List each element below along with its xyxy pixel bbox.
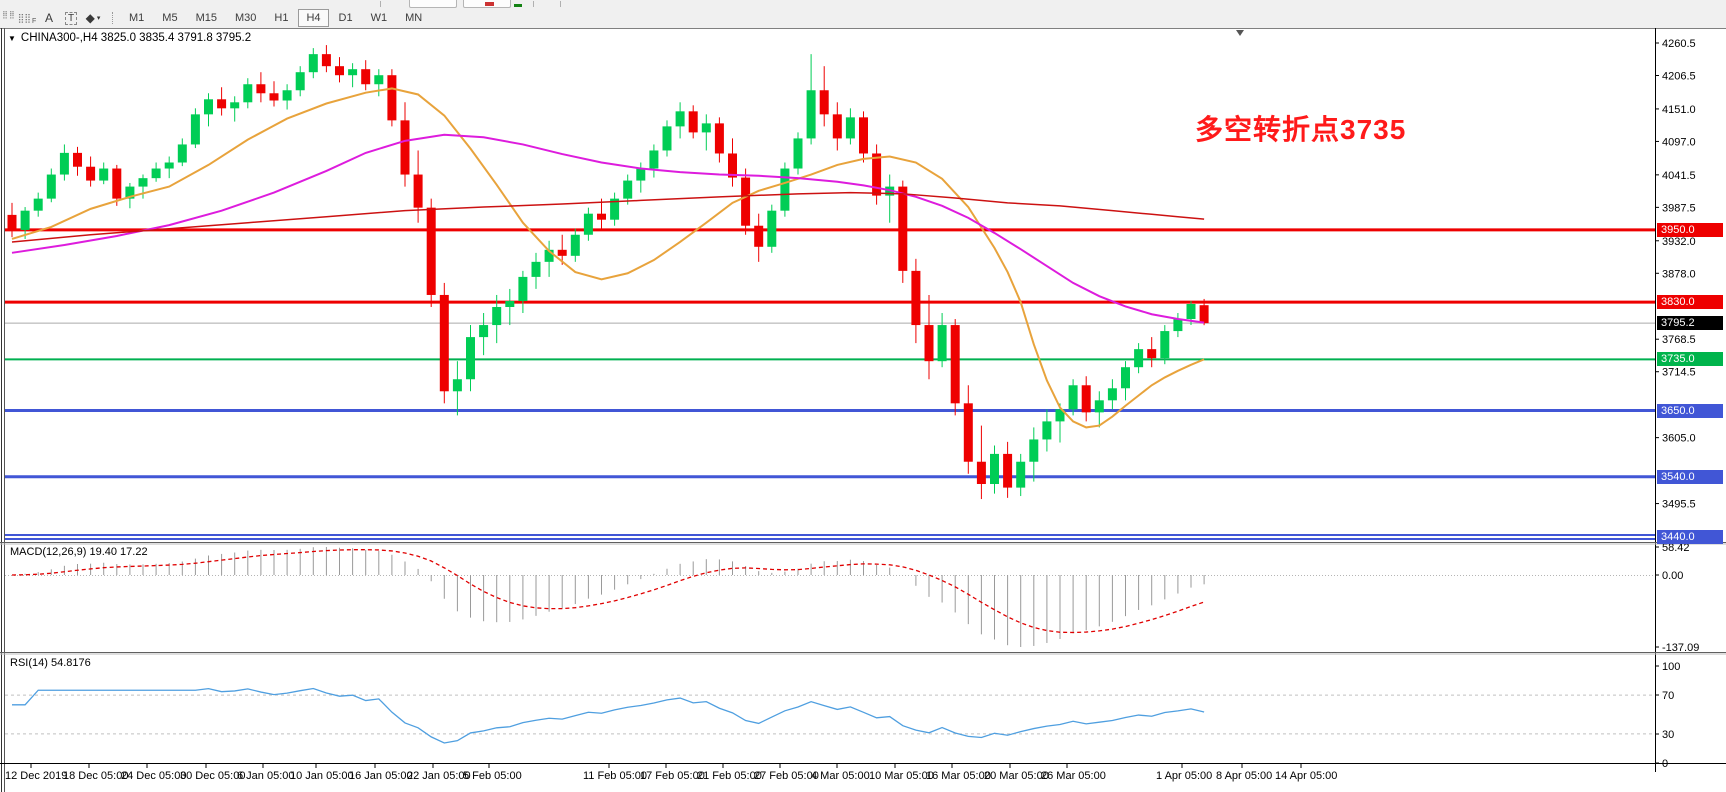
time-label: 27 Feb 05:00 — [754, 770, 819, 782]
svg-text:4041.5: 4041.5 — [1662, 170, 1696, 182]
chart-title: ▼ CHINA300-,H4 3825.0 3835.4 3791.8 3795… — [8, 32, 251, 44]
rsi-line — [12, 687, 1205, 744]
macd-signal-line — [11, 549, 1205, 634]
time-label: 14 Apr 05:00 — [1275, 770, 1337, 782]
rsi-indicator-label: RSI(14) 54.8176 — [10, 657, 91, 669]
price-badge-3950.0: 3950.0 — [1657, 222, 1723, 237]
timeframe-button-W1[interactable]: W1 — [370, 12, 388, 24]
text-box-icon[interactable]: T — [61, 10, 81, 27]
time-label: 30 Dec 05:00 — [180, 770, 245, 782]
svg-text:4097.0: 4097.0 — [1662, 136, 1696, 148]
timeframe-button-H4[interactable]: H4 — [298, 9, 329, 27]
time-label: 5 Feb 05:00 — [463, 770, 522, 782]
svg-text:3768.5: 3768.5 — [1662, 334, 1696, 346]
svg-text:3495.5: 3495.5 — [1662, 499, 1696, 511]
sliver-separator — [380, 1, 381, 7]
time-label: 20 Mar 05:00 — [984, 770, 1049, 782]
time-label: 11 Feb 05:00 — [583, 770, 647, 782]
ma-line-slow_red — [11, 191, 1205, 243]
level-lines — [5, 228, 1655, 540]
rsi-scale-label: 0 — [1662, 758, 1668, 770]
chart-dropdown-icon[interactable]: ▼ — [8, 33, 16, 43]
annotation-text: 多空转折点3735 — [1195, 114, 1407, 145]
text-box-icon: T — [64, 11, 78, 25]
sliver-red-indicator — [485, 2, 494, 6]
svg-text:4260.5: 4260.5 — [1662, 38, 1696, 50]
time-label: 21 Feb 05:00 — [697, 770, 762, 782]
toolbar-separator — [112, 12, 114, 24]
time-label: 16 Mar 05:00 — [926, 770, 991, 782]
timeframe-button-M5[interactable]: M5 — [162, 12, 178, 24]
svg-text:4151.0: 4151.0 — [1662, 104, 1696, 116]
timeframe-button-M1[interactable]: M1 — [129, 12, 145, 24]
macd-scale-label: -137.09 — [1662, 642, 1699, 654]
price-badge-3650.0: 3650.0 — [1657, 403, 1723, 418]
chart-shift-marker — [1236, 30, 1244, 36]
candlestick-series — [7, 45, 1209, 500]
text-label-icon[interactable]: A — [39, 10, 59, 27]
sliver-separator — [533, 1, 534, 7]
time-label: 24 Dec 05:00 — [121, 770, 186, 782]
time-label: 1 Apr 05:00 — [1156, 770, 1212, 782]
time-label: 4 Mar 05:00 — [811, 770, 870, 782]
rsi-scale-label: 100 — [1662, 661, 1680, 673]
macd-scale-label: 0.00 — [1662, 570, 1683, 582]
price-badge-3735.0: 3735.0 — [1657, 352, 1723, 367]
chevron-down-icon[interactable]: ▾ — [96, 15, 101, 22]
svg-text:3714.5: 3714.5 — [1662, 367, 1696, 379]
timeframe-button-D1[interactable]: D1 — [338, 12, 353, 24]
sliver-green-indicator — [514, 4, 522, 7]
macd-indicator-label: MACD(12,26,9) 19.40 17.22 — [10, 546, 148, 558]
time-label: 26 Mar 05:00 — [1041, 770, 1106, 782]
ma-line-fast_orange — [11, 87, 1205, 429]
rsi-scale-label: 30 — [1662, 729, 1674, 741]
timeframe-button-H1[interactable]: H1 — [274, 12, 289, 24]
price-badge-3795.2: 3795.2 — [1657, 316, 1723, 331]
shapes-icon[interactable]: ◆ ▾ — [83, 10, 103, 27]
time-label: 6 Jan 05:00 — [237, 770, 295, 782]
timeframe-button-M15[interactable]: M15 — [195, 12, 217, 24]
price-badge-3540.0: 3540.0 — [1657, 469, 1723, 484]
ma-line-mid_magenta — [11, 133, 1205, 324]
sliver-separator — [560, 1, 561, 7]
macd-histogram — [24, 547, 1205, 647]
text-label-icon: A — [44, 11, 53, 25]
timeframe-button-M30[interactable]: M30 — [234, 12, 257, 24]
svg-text:3605.0: 3605.0 — [1662, 433, 1696, 445]
time-label: 12 Dec 2019 — [5, 770, 67, 782]
svg-text:4206.5: 4206.5 — [1662, 71, 1696, 83]
svg-text:3932.0: 3932.0 — [1662, 236, 1696, 248]
timeframe-button-MN[interactable]: MN — [405, 12, 423, 24]
time-label: 10 Mar 05:00 — [869, 770, 934, 782]
sliver-button[interactable] — [409, 0, 457, 8]
chart-grid-icon: ⣿⣿ — [17, 12, 31, 23]
time-label: 16 Jan 05:00 — [349, 770, 413, 782]
time-label: 17 Feb 05:00 — [640, 770, 705, 782]
toolbar-grip[interactable]: ⠿⠿ ⠿⠿ — [2, 11, 16, 21]
svg-text:3878.0: 3878.0 — [1662, 268, 1696, 280]
macd-scale-label: 58.42 — [1662, 542, 1690, 554]
time-label: 18 Dec 05:00 — [63, 770, 128, 782]
shapes-icon: ◆ — [85, 11, 95, 25]
time-label: 22 Jan 05:00 — [407, 770, 471, 782]
rsi-scale-label: 70 — [1662, 690, 1674, 702]
price-badge-3440.0: 3440.0 — [1657, 529, 1723, 544]
time-label: 8 Apr 05:00 — [1216, 770, 1272, 782]
chart-grid-icon[interactable]: ⣿⣿ F — [17, 12, 37, 25]
time-label: 10 Jan 05:00 — [290, 770, 354, 782]
price-axis[interactable]: 4260.5 4206.5 4151.0 4097.0 4041.5 3987.5 3932… — [1655, 38, 1696, 511]
svg-text:3987.5: 3987.5 — [1662, 202, 1696, 214]
chart-title-text: CHINA300-,H4 3825.0 3835.4 3791.8 3795.2 — [20, 32, 252, 44]
price-badge-3830.0: 3830.0 — [1657, 295, 1723, 310]
